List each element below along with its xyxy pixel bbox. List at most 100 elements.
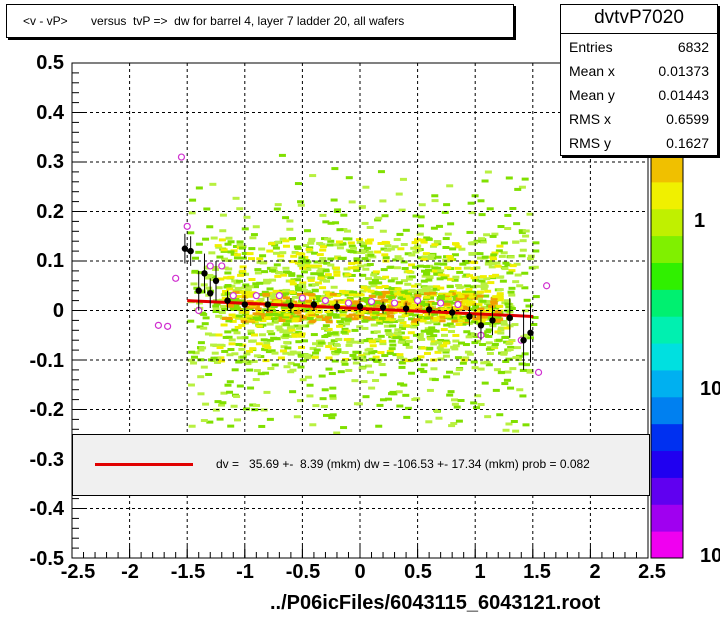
density-cell bbox=[195, 186, 203, 190]
density-cell bbox=[372, 311, 380, 315]
density-cell bbox=[507, 345, 515, 349]
density-cell bbox=[392, 353, 400, 357]
density-cell bbox=[442, 274, 450, 278]
density-cell bbox=[467, 201, 475, 205]
density-cell bbox=[351, 317, 359, 321]
density-cell bbox=[414, 308, 422, 312]
density-cell bbox=[274, 274, 282, 278]
density-cell bbox=[442, 237, 450, 241]
density-cell bbox=[271, 351, 279, 355]
density-cell bbox=[363, 352, 371, 356]
density-cell bbox=[323, 261, 331, 265]
density-cell bbox=[332, 266, 340, 270]
density-cell bbox=[477, 199, 485, 203]
density-cell bbox=[468, 300, 476, 304]
density-cell bbox=[333, 270, 341, 274]
density-cell bbox=[363, 246, 371, 250]
density-cell bbox=[504, 227, 512, 231]
density-cell bbox=[226, 380, 234, 384]
density-cell bbox=[288, 328, 296, 332]
density-cell bbox=[323, 279, 331, 283]
density-cell bbox=[427, 285, 435, 289]
profile-point-magenta bbox=[206, 262, 214, 270]
density-cell bbox=[252, 285, 260, 289]
density-cell bbox=[478, 343, 486, 347]
density-cell bbox=[371, 316, 379, 320]
density-cell bbox=[398, 361, 406, 365]
density-cell bbox=[241, 321, 249, 325]
density-cell bbox=[500, 322, 508, 326]
density-cell bbox=[501, 267, 509, 271]
density-cell bbox=[454, 316, 462, 320]
density-cell bbox=[446, 370, 454, 374]
density-cell bbox=[242, 313, 250, 317]
density-cell bbox=[279, 330, 287, 334]
density-cell bbox=[340, 228, 348, 232]
density-cell bbox=[475, 297, 483, 301]
density-cell bbox=[278, 291, 286, 295]
density-cell bbox=[284, 346, 292, 350]
density-cell bbox=[289, 282, 297, 286]
density-cell bbox=[233, 307, 241, 311]
density-cell bbox=[306, 383, 314, 387]
density-cell bbox=[489, 234, 497, 238]
density-cell bbox=[438, 293, 446, 297]
density-cell bbox=[436, 224, 444, 228]
density-cell bbox=[253, 403, 261, 407]
density-cell bbox=[258, 247, 266, 251]
density-cell bbox=[289, 390, 297, 394]
density-cell bbox=[418, 238, 426, 242]
density-cell bbox=[300, 270, 308, 274]
density-cell bbox=[451, 347, 459, 351]
density-cell bbox=[187, 319, 195, 323]
density-cell bbox=[213, 360, 221, 364]
density-cell bbox=[430, 269, 438, 273]
density-cell bbox=[374, 250, 382, 254]
density-cell bbox=[191, 269, 199, 273]
density-cell bbox=[310, 333, 318, 337]
density-cell bbox=[230, 404, 238, 408]
density-cell bbox=[483, 322, 491, 326]
density-cell bbox=[377, 242, 385, 246]
density-cell bbox=[485, 363, 493, 367]
density-cell bbox=[418, 337, 426, 341]
density-cell bbox=[336, 324, 344, 328]
density-cell bbox=[278, 153, 286, 157]
density-cell bbox=[455, 296, 463, 300]
density-cell bbox=[459, 292, 467, 296]
density-cell bbox=[293, 245, 301, 249]
density-cell bbox=[353, 250, 361, 254]
density-cell bbox=[461, 290, 469, 294]
density-cell bbox=[336, 246, 344, 250]
density-cell bbox=[273, 300, 281, 304]
density-cell bbox=[370, 273, 378, 277]
density-cell bbox=[502, 261, 510, 265]
density-cell bbox=[313, 260, 321, 264]
density-cell bbox=[417, 224, 425, 228]
density-cell bbox=[408, 253, 416, 257]
density-cell bbox=[455, 368, 463, 372]
density-cell bbox=[369, 313, 377, 317]
density-cell bbox=[342, 322, 350, 326]
density-cell bbox=[303, 292, 311, 296]
density-cell bbox=[284, 271, 292, 275]
density-cell bbox=[344, 318, 352, 322]
density-cell bbox=[340, 426, 348, 430]
density-cell bbox=[532, 249, 540, 253]
density-cell bbox=[466, 274, 474, 278]
density-cell bbox=[447, 257, 455, 261]
density-cell bbox=[353, 294, 361, 298]
density-cell bbox=[258, 424, 266, 428]
density-cell bbox=[480, 361, 488, 365]
density-cell bbox=[446, 306, 454, 310]
density-cell bbox=[509, 206, 517, 210]
density-cell bbox=[525, 304, 533, 308]
density-cell bbox=[486, 207, 494, 211]
density-cell bbox=[188, 424, 196, 428]
density-cell bbox=[432, 329, 440, 333]
density-cell bbox=[233, 253, 241, 257]
density-cell bbox=[443, 203, 451, 207]
density-cell bbox=[242, 272, 250, 276]
density-cell bbox=[384, 244, 392, 248]
density-cell bbox=[385, 333, 393, 337]
